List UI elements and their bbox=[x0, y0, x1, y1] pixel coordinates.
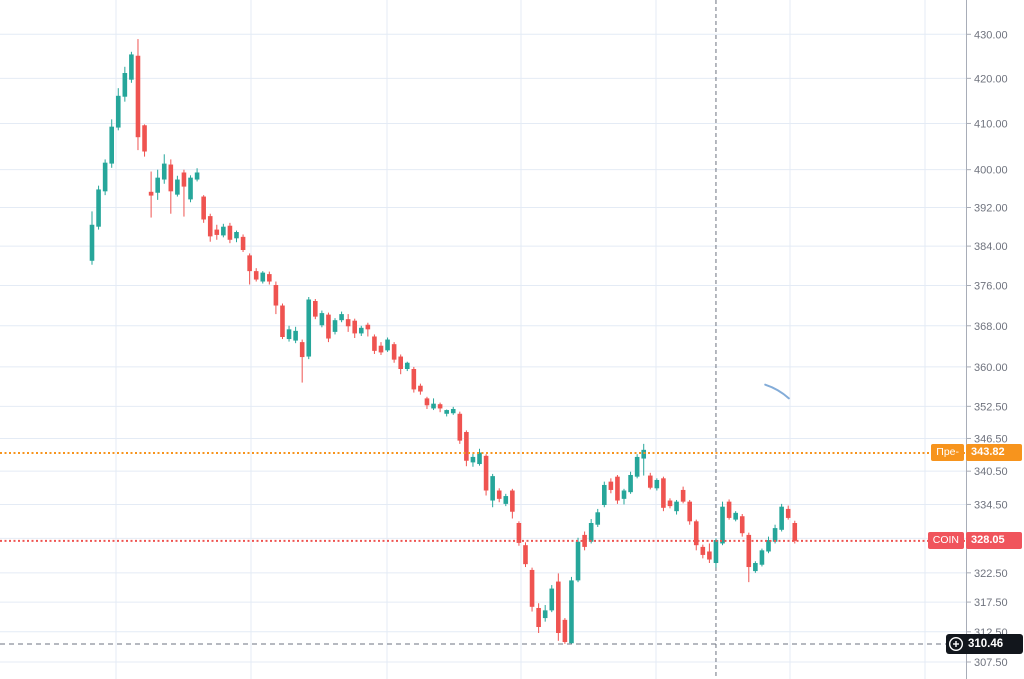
svg-text:340.50: 340.50 bbox=[974, 466, 1008, 478]
premarket-price-value: 343.82 bbox=[966, 444, 1022, 462]
add-alert-plus-icon[interactable] bbox=[948, 636, 964, 652]
low-price-value: 310.46 bbox=[968, 638, 1004, 651]
low-price-label: 310.46 bbox=[946, 634, 1023, 655]
symbol-label-text: COIN bbox=[927, 532, 964, 550]
svg-text:400.00: 400.00 bbox=[974, 165, 1008, 177]
grid-lines bbox=[0, 0, 967, 679]
svg-text:360.00: 360.00 bbox=[974, 362, 1008, 374]
svg-text:384.00: 384.00 bbox=[974, 241, 1008, 253]
svg-text:430.00: 430.00 bbox=[974, 29, 1008, 41]
price-axis[interactable]: 430.00 420.00 410.00 400.00 392.00 384.00 376.… bbox=[966, 0, 1024, 679]
svg-text:346.50: 346.50 bbox=[974, 433, 1008, 445]
svg-text:392.00: 392.00 bbox=[974, 202, 1008, 214]
svg-text:334.50: 334.50 bbox=[974, 499, 1008, 511]
svg-text:368.00: 368.00 bbox=[974, 321, 1008, 333]
brush-drawing[interactable] bbox=[764, 383, 790, 400]
last-price-value: 328.05 bbox=[966, 532, 1022, 550]
svg-text:420.00: 420.00 bbox=[974, 73, 1008, 85]
svg-text:317.50: 317.50 bbox=[974, 597, 1008, 609]
svg-text:410.00: 410.00 bbox=[974, 118, 1008, 130]
svg-text:352.50: 352.50 bbox=[974, 401, 1008, 413]
premarket-label-text: Пре- bbox=[931, 444, 964, 462]
premarket-price-label: Пре- 343.82 bbox=[931, 444, 1022, 462]
last-price-label: COIN 328.05 bbox=[927, 532, 1022, 550]
svg-text:376.00: 376.00 bbox=[974, 281, 1008, 293]
svg-text:307.50: 307.50 bbox=[974, 657, 1008, 669]
svg-text:322.50: 322.50 bbox=[974, 568, 1008, 580]
candles-group bbox=[89, 39, 798, 645]
